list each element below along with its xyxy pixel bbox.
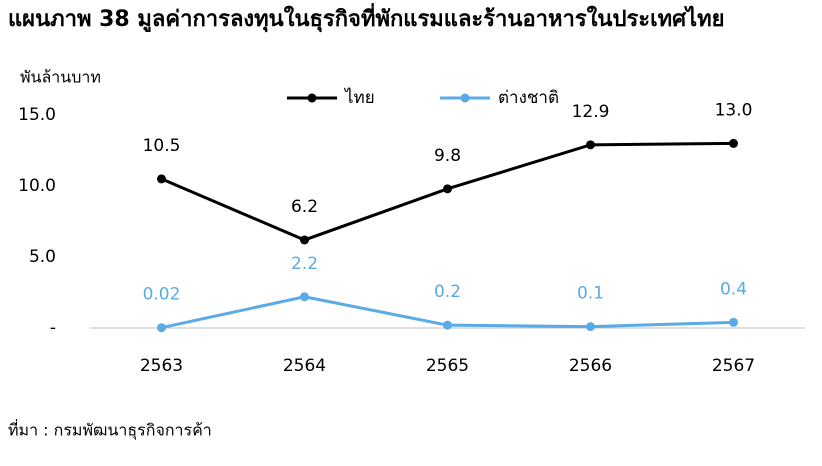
data-label: 0.1 xyxy=(577,284,604,304)
x-tick-label: 2564 xyxy=(283,356,326,376)
x-tick-label: 2565 xyxy=(426,356,469,376)
data-point xyxy=(157,323,166,333)
legend-marker xyxy=(460,93,470,103)
y-tick-label: 15.0 xyxy=(18,105,56,125)
data-label: 0.4 xyxy=(720,279,747,299)
legend-label: ต่างชาติ xyxy=(498,88,559,108)
source-note: ที่มา : กรมพัฒนาธุรกิจการค้า xyxy=(8,419,212,441)
data-point xyxy=(443,184,452,194)
data-point xyxy=(729,317,738,327)
data-label: 12.9 xyxy=(572,102,610,122)
data-label: 2.2 xyxy=(291,254,318,274)
data-point xyxy=(729,138,738,148)
x-tick-label: 2567 xyxy=(712,356,755,376)
x-tick-label: 2563 xyxy=(140,356,183,376)
data-point xyxy=(300,292,309,302)
data-label: 13.0 xyxy=(715,100,753,120)
data-point xyxy=(586,322,595,332)
chart-title: แผนภาพ 38 มูลค่าการลงทุนในธุรกิจที่พักแร… xyxy=(8,2,725,33)
legend-marker xyxy=(307,93,317,103)
y-axis-label: พันล้านบาท xyxy=(20,68,101,87)
data-point xyxy=(300,235,309,245)
data-label: 0.2 xyxy=(434,282,461,302)
data-label: 6.2 xyxy=(291,197,318,217)
data-point xyxy=(443,320,452,330)
data-point xyxy=(157,174,166,184)
data-label: 0.02 xyxy=(143,285,181,305)
y-tick-label: - xyxy=(50,318,56,338)
data-point xyxy=(586,140,595,150)
data-label: 10.5 xyxy=(143,136,181,156)
data-label: 9.8 xyxy=(434,146,461,166)
legend-label: ไทย xyxy=(343,87,375,108)
y-tick-label: 5.0 xyxy=(29,247,56,267)
y-tick-label: 10.0 xyxy=(18,176,56,196)
x-tick-label: 2566 xyxy=(569,356,612,376)
